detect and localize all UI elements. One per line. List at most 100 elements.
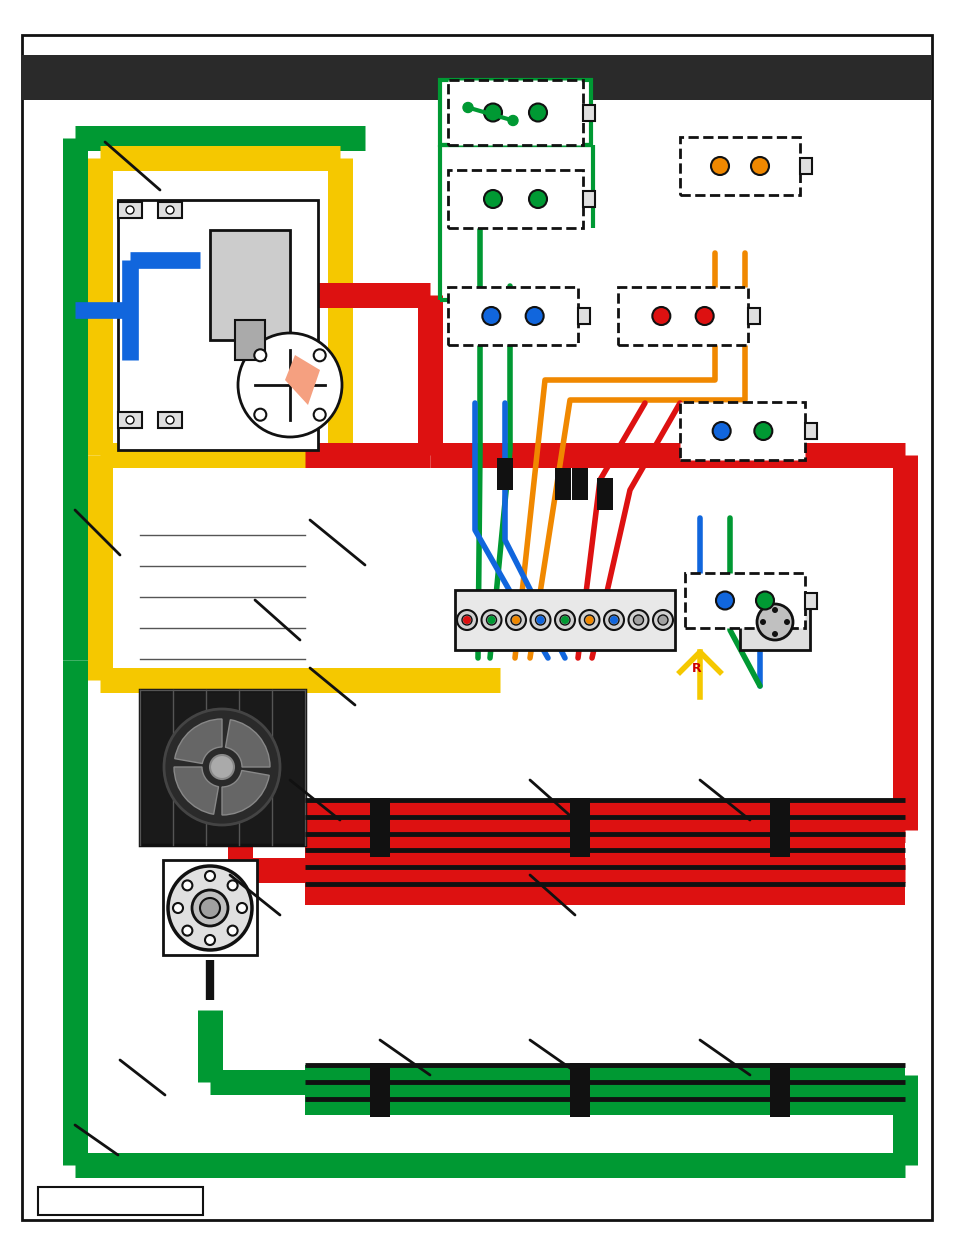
Bar	[448, 170, 582, 228]
Circle shape	[182, 881, 193, 890]
Circle shape	[126, 206, 133, 214]
Bar	[618, 287, 747, 345]
Bar	[38, 1187, 203, 1215]
Circle shape	[483, 190, 501, 207]
Circle shape	[254, 409, 266, 421]
Circle shape	[236, 903, 247, 913]
Circle shape	[584, 615, 594, 625]
Circle shape	[228, 881, 237, 890]
Circle shape	[609, 616, 618, 624]
Circle shape	[237, 333, 341, 437]
Circle shape	[166, 416, 173, 424]
Circle shape	[712, 422, 730, 440]
Bar	[439, 80, 590, 144]
Circle shape	[585, 616, 593, 624]
Circle shape	[771, 606, 778, 613]
Wedge shape	[222, 771, 269, 815]
Circle shape	[633, 615, 643, 625]
Bar	[804, 593, 816, 609]
Circle shape	[200, 898, 220, 918]
Circle shape	[507, 116, 517, 126]
Circle shape	[228, 925, 237, 936]
Bar	[555, 468, 571, 500]
Circle shape	[314, 350, 325, 362]
Bar	[569, 1063, 589, 1116]
Circle shape	[603, 610, 623, 630]
Circle shape	[555, 610, 575, 630]
Circle shape	[481, 610, 501, 630]
Bar	[572, 468, 587, 500]
Circle shape	[525, 308, 543, 325]
Bar	[804, 424, 816, 438]
Bar	[740, 595, 809, 650]
Bar	[747, 308, 760, 324]
Circle shape	[578, 610, 598, 630]
Circle shape	[205, 935, 214, 945]
Circle shape	[487, 616, 495, 624]
Circle shape	[168, 866, 252, 950]
Circle shape	[126, 416, 133, 424]
Circle shape	[182, 925, 193, 936]
Bar	[22, 56, 931, 100]
Circle shape	[210, 755, 233, 779]
Bar	[578, 308, 589, 324]
Circle shape	[695, 308, 713, 325]
Circle shape	[505, 610, 525, 630]
Circle shape	[536, 616, 544, 624]
Bar	[497, 458, 513, 490]
Bar	[800, 158, 811, 174]
Bar	[448, 287, 578, 345]
Circle shape	[754, 422, 772, 440]
Circle shape	[658, 615, 667, 625]
Bar	[210, 230, 290, 340]
Circle shape	[512, 616, 519, 624]
Circle shape	[535, 615, 545, 625]
Circle shape	[530, 610, 550, 630]
Bar	[370, 798, 390, 857]
Bar	[684, 573, 804, 629]
Bar	[679, 137, 800, 195]
Circle shape	[164, 709, 280, 825]
Circle shape	[559, 615, 569, 625]
Circle shape	[482, 308, 499, 325]
Bar	[448, 80, 582, 144]
Wedge shape	[174, 719, 222, 763]
Circle shape	[783, 619, 789, 625]
Circle shape	[456, 610, 476, 630]
Bar	[118, 200, 317, 450]
Circle shape	[192, 890, 228, 926]
Text: R: R	[691, 662, 700, 676]
Bar	[769, 798, 789, 857]
Circle shape	[716, 592, 733, 610]
Circle shape	[511, 615, 520, 625]
Bar	[582, 105, 595, 121]
Circle shape	[205, 871, 214, 881]
Bar	[455, 590, 675, 650]
Circle shape	[166, 206, 173, 214]
Bar	[679, 403, 804, 459]
Wedge shape	[225, 720, 270, 767]
Bar	[158, 412, 182, 429]
Polygon shape	[285, 354, 319, 405]
Circle shape	[172, 903, 183, 913]
Circle shape	[254, 350, 266, 362]
Circle shape	[652, 308, 670, 325]
Circle shape	[608, 615, 618, 625]
Circle shape	[462, 616, 471, 624]
Circle shape	[462, 103, 473, 112]
Bar	[118, 412, 142, 429]
Bar	[569, 798, 589, 857]
Circle shape	[461, 615, 472, 625]
Circle shape	[486, 615, 496, 625]
Bar	[158, 203, 182, 219]
Bar	[305, 800, 904, 855]
Circle shape	[560, 616, 568, 624]
Bar	[769, 1063, 789, 1116]
Circle shape	[760, 619, 765, 625]
Bar	[234, 320, 265, 359]
Circle shape	[750, 157, 768, 175]
Circle shape	[529, 104, 546, 121]
Bar	[597, 478, 613, 510]
Wedge shape	[173, 767, 218, 814]
Circle shape	[710, 157, 728, 175]
